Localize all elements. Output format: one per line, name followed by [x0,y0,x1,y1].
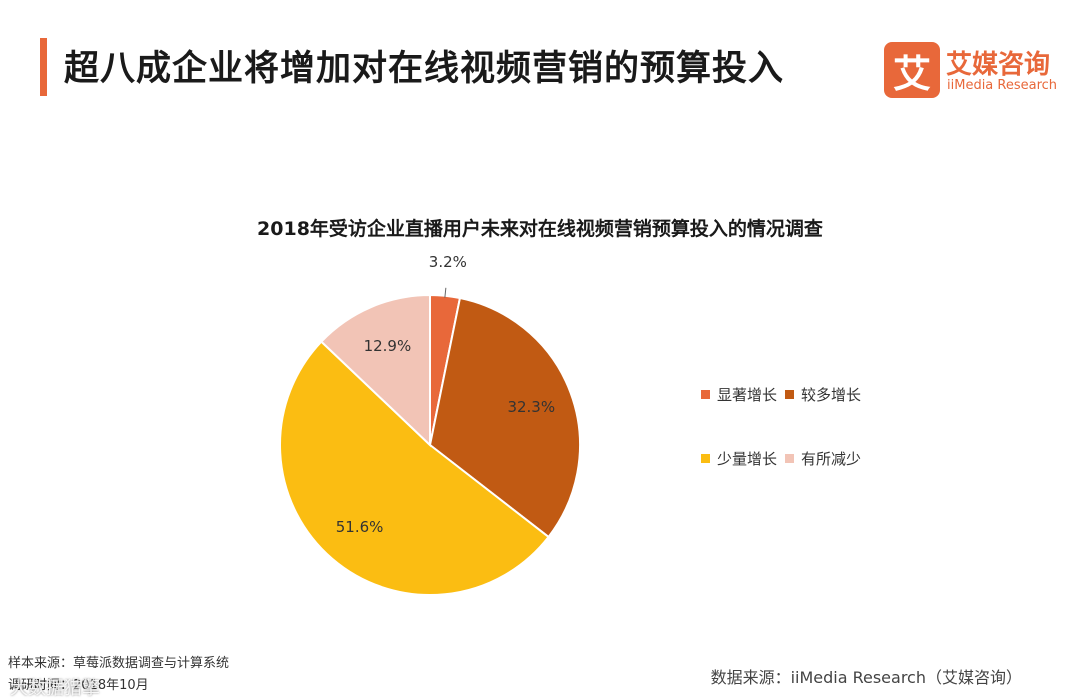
legend-swatch-4 [785,454,794,463]
iimedia-logo: 艾 艾媒咨询 iiMedia Research [884,42,1064,100]
legend-swatch-3 [701,454,710,463]
legend-item-4: 有所减少 [785,448,861,469]
legend-swatch-2 [785,390,794,399]
legend-item-3: 少量增长 [701,448,777,469]
legend-swatch-1 [701,390,710,399]
logo-mark: 艾 [884,42,940,98]
legend-label-1: 显著增长 [717,386,778,404]
slice-label-4: 12.9% [363,336,412,355]
slice-label-2: 32.3% [507,398,556,417]
sample-source: 样本来源：草莓派数据调查与计算系统 [8,656,230,671]
page-title: 超八成企业将增加对在线视频营销的预算投入 [64,49,785,89]
slice-label-3: 51.6% [335,517,384,536]
legend-label-2: 较多增长 [801,386,862,404]
legend-item-2: 较多增长 [785,384,861,405]
title-accent-bar [40,38,47,96]
data-source: 数据来源：iiMedia Research（艾媒咨询） [710,668,1022,687]
survey-time: 调研时间：2018年10月 [8,678,149,693]
legend-label-4: 有所减少 [801,450,862,468]
logo-subtitle: iiMedia Research [947,78,1058,93]
footnote: 样本来源：草莓派数据调查与计算系统 调研时间：2018年10月 [8,653,229,697]
slice-label-1: 3.2% [428,252,467,271]
legend-item-1: 显著增长 [701,384,777,405]
pie-slice-2 [428,296,581,539]
pie-slice-3 [279,340,550,596]
watermark-text: 大数据猎擎 [10,678,100,699]
logo-name: 艾媒咨询 [946,50,1051,80]
leader-line-1 [444,287,447,298]
pie-slice-4 [319,293,431,448]
legend-label-3: 少量增长 [717,450,778,468]
chart-title: 2018年受访企业直播用户未来对在线视频营销预算投入的情况调查 [257,218,823,240]
